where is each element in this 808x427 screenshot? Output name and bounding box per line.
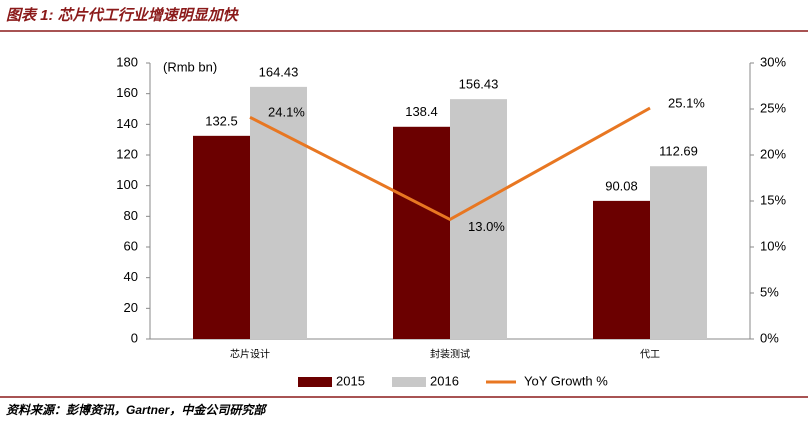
line (249, 106, 651, 222)
line-value-label: 13.0% (468, 219, 505, 234)
y-tick-label: 80 (124, 208, 138, 223)
bar (593, 200, 650, 339)
legend-swatch (392, 377, 426, 387)
x-tick-label: 代工 (640, 349, 660, 361)
bar-value-label: 132.5 (205, 113, 238, 128)
y-tick-label: 180 (116, 54, 138, 69)
legend-label: 2016 (430, 373, 459, 388)
chart-title: 图表 1: 芯片代工行业增速明显加快 (6, 7, 240, 24)
y-tick-label: 60 (124, 238, 138, 253)
bar (450, 99, 507, 340)
line-value-label: 24.1% (268, 105, 305, 120)
y-tick-label: 100 (116, 177, 138, 192)
source: 资料来源：彭博资讯，Gartner，中金公司研究部 (6, 403, 267, 417)
legend-swatch (298, 377, 332, 387)
y-tick-label: 20 (124, 300, 138, 315)
bar-value-label: 164.43 (259, 64, 299, 79)
y2-tick-label: 15% (760, 192, 786, 207)
bar-value-label: 156.43 (459, 77, 499, 92)
x-tick-label: 封装测试 (430, 348, 470, 361)
y-tick-label: 0 (131, 330, 138, 345)
bar-value-label: 90.08 (605, 178, 638, 193)
y2-tick-label: 30% (760, 54, 786, 69)
bar-value-label: 112.69 (659, 144, 698, 159)
line-value-label: 25.1% (668, 96, 705, 111)
bar-value-label: 138.4 (405, 104, 438, 119)
y-tick-label: 140 (116, 116, 138, 131)
y-tick-label: 40 (124, 269, 138, 284)
y-tick-label: 160 (116, 85, 138, 100)
bar (393, 126, 450, 339)
unit-label: (Rmb bn) (163, 59, 217, 74)
y2-tick-label: 25% (760, 100, 786, 115)
legend-label: 2015 (336, 373, 365, 388)
bar (193, 135, 250, 339)
legend-label: YoY Growth % (524, 373, 608, 388)
bar (650, 166, 707, 339)
y-tick-label: 120 (116, 146, 138, 161)
y2-tick-label: 0% (760, 330, 779, 345)
y2-tick-label: 10% (760, 238, 786, 253)
y2-tick-label: 20% (760, 146, 786, 161)
bar (250, 86, 307, 340)
x-tick-label: 芯片设计 (230, 348, 270, 361)
y2-tick-label: 5% (760, 284, 779, 299)
